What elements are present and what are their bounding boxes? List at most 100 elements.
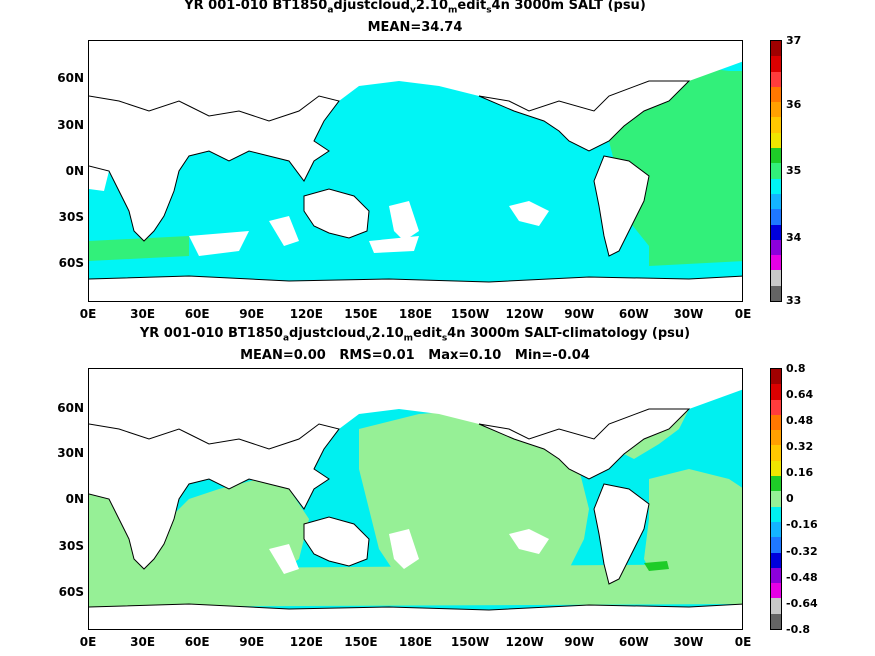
colorbar-segment	[771, 239, 781, 256]
colorbar-segment	[771, 476, 781, 492]
coastlines	[89, 408, 742, 611]
lat-label: 60S	[58, 585, 84, 599]
colorbar-segment	[771, 193, 781, 210]
panel-1-map	[88, 40, 743, 302]
colorbar-segment	[771, 270, 781, 286]
lon-label: 90E	[239, 307, 265, 321]
lon-label: 150W	[450, 635, 490, 649]
panel-2-stats: MEAN=0.00 RMS=0.01 Max=0.10 Min=-0.04	[240, 348, 590, 363]
lon-label: 30W	[673, 307, 704, 321]
colorbar-label: -0.48	[786, 571, 818, 584]
lon-label: 120E	[289, 307, 323, 321]
colorbar-label: 36	[786, 98, 802, 111]
colorbar-segment	[771, 209, 781, 225]
colorbar-segment	[771, 384, 781, 400]
lon-label: 90W	[564, 307, 595, 321]
lat-label: 0N	[65, 492, 84, 506]
lon-label: 150W	[450, 307, 490, 321]
panel-2-title: YR 001-010 BT1850adjustcloudv2.10medits4…	[139, 326, 691, 344]
colorbar-label: 0.48	[786, 414, 814, 427]
land-masses	[89, 41, 742, 301]
colorbar-segment	[771, 506, 781, 522]
colorbar-segment	[771, 491, 781, 507]
colorbar-segment	[771, 86, 781, 103]
colorbar-segment	[771, 56, 781, 72]
lon-label: 0E	[734, 307, 752, 321]
colorbar-segment	[771, 598, 781, 614]
colorbar-label: 0	[786, 492, 794, 505]
lon-label: 30E	[130, 635, 156, 649]
colorbar-segment	[771, 414, 781, 431]
panel-1-colorbar	[770, 40, 782, 302]
lon-label: 30W	[673, 635, 704, 649]
colorbar-label: -0.8	[786, 623, 811, 636]
colorbar-segment	[771, 148, 781, 164]
colorbar-segment	[771, 71, 781, 87]
lon-label: 90W	[564, 635, 595, 649]
colorbar-segment	[771, 521, 781, 538]
strong-anomaly-patch	[644, 561, 669, 571]
salinity-patch	[649, 236, 742, 266]
lon-label: 0E	[79, 635, 97, 649]
colorbar-label: -0.16	[786, 518, 818, 531]
colorbar-segment	[771, 41, 781, 57]
colorbar-segment	[771, 613, 781, 630]
colorbar-segment	[771, 132, 781, 149]
colorbar-label: 0.16	[786, 466, 814, 479]
lon-label: 150E	[344, 635, 378, 649]
colorbar-segment	[771, 399, 781, 415]
colorbar-label: -0.32	[786, 545, 818, 558]
lon-label: 120E	[289, 635, 323, 649]
lon-label: 150E	[344, 307, 378, 321]
lat-label: 0N	[65, 164, 84, 178]
lat-label: 60S	[58, 256, 84, 270]
lon-label: 120W	[505, 635, 544, 649]
lon-label: 120W	[505, 307, 544, 321]
lon-label: 0E	[734, 635, 752, 649]
colorbar-segment	[771, 369, 781, 385]
panel-2-map	[88, 368, 743, 630]
colorbar-segment	[771, 178, 781, 194]
lat-label: 30S	[58, 210, 84, 224]
colorbar-label: 37	[786, 34, 802, 47]
lon-label: 90E	[239, 635, 265, 649]
colorbar-label: 0.64	[786, 388, 814, 401]
lat-label: 60N	[57, 401, 84, 415]
colorbar-label: 33	[786, 294, 802, 307]
lon-label: 60E	[184, 635, 210, 649]
colorbar-segment	[771, 430, 781, 446]
colorbar-label: 0.8	[786, 362, 806, 375]
colorbar-segment	[771, 117, 781, 133]
coastlines	[89, 80, 742, 283]
land-masses	[89, 369, 742, 629]
colorbar-label: -0.64	[786, 597, 818, 610]
lon-label: 60W	[618, 307, 649, 321]
lon-label: 180E	[398, 307, 433, 321]
colorbar-segment	[771, 567, 781, 584]
lat-label: 60N	[57, 71, 84, 85]
colorbar-segment	[771, 583, 781, 599]
lon-label: 180E	[398, 635, 433, 649]
panel-2-colorbar	[770, 368, 782, 630]
lon-label: 60E	[184, 307, 210, 321]
lat-label: 30S	[58, 539, 84, 553]
lon-label: 0E	[79, 307, 97, 321]
colorbar-segment	[771, 460, 781, 477]
colorbar-label: 35	[786, 164, 802, 177]
panel-1-title: YR 001-010 BT1850adjustcloudv2.10medits4…	[184, 0, 646, 16]
colorbar-label: 0.32	[786, 440, 814, 453]
colorbar-segment	[771, 163, 781, 179]
lat-label: 30N	[57, 446, 84, 460]
lon-label: 60W	[618, 635, 649, 649]
colorbar-segment	[771, 102, 781, 118]
colorbar-segment	[771, 537, 781, 553]
colorbar-segment	[771, 445, 781, 461]
colorbar-label: 34	[786, 231, 802, 244]
colorbar-segment	[771, 285, 781, 302]
lat-label: 30N	[57, 118, 84, 132]
salinity-patch	[89, 236, 189, 261]
colorbar-segment	[771, 224, 781, 240]
panel-1-stats: MEAN=34.74	[367, 20, 463, 35]
colorbar-segment	[771, 552, 781, 568]
lon-label: 30E	[130, 307, 156, 321]
